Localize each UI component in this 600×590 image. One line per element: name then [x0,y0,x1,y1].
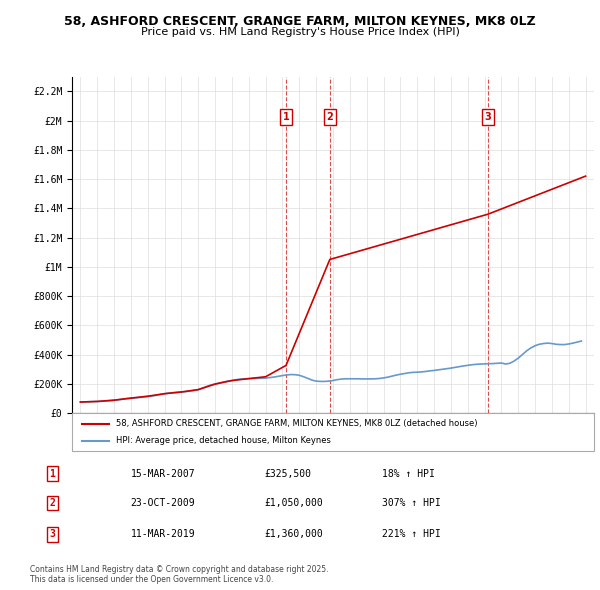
FancyBboxPatch shape [72,413,594,451]
Text: Contains HM Land Registry data © Crown copyright and database right 2025.
This d: Contains HM Land Registry data © Crown c… [30,565,329,584]
Text: HPI: Average price, detached house, Milton Keynes: HPI: Average price, detached house, Milt… [116,436,331,445]
Text: Price paid vs. HM Land Registry's House Price Index (HPI): Price paid vs. HM Land Registry's House … [140,27,460,37]
Text: 18% ↑ HPI: 18% ↑ HPI [382,469,434,478]
Text: £1,360,000: £1,360,000 [265,529,323,539]
Text: £325,500: £325,500 [265,469,311,478]
Text: 58, ASHFORD CRESCENT, GRANGE FARM, MILTON KEYNES, MK8 0LZ: 58, ASHFORD CRESCENT, GRANGE FARM, MILTO… [64,15,536,28]
Text: 3: 3 [49,529,55,539]
Text: 221% ↑ HPI: 221% ↑ HPI [382,529,440,539]
Text: 11-MAR-2019: 11-MAR-2019 [130,529,195,539]
Text: 15-MAR-2007: 15-MAR-2007 [130,469,195,478]
Text: 1: 1 [283,112,289,122]
Text: 307% ↑ HPI: 307% ↑ HPI [382,498,440,508]
Text: 23-OCT-2009: 23-OCT-2009 [130,498,195,508]
Text: £1,050,000: £1,050,000 [265,498,323,508]
Text: 2: 2 [326,112,333,122]
Text: 58, ASHFORD CRESCENT, GRANGE FARM, MILTON KEYNES, MK8 0LZ (detached house): 58, ASHFORD CRESCENT, GRANGE FARM, MILTO… [116,419,478,428]
Text: 3: 3 [485,112,491,122]
Text: 1: 1 [49,469,55,478]
Text: 2: 2 [49,498,55,508]
